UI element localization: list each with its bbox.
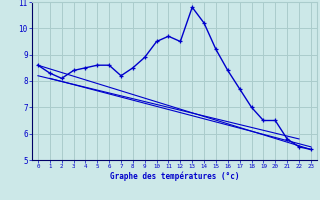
X-axis label: Graphe des températures (°c): Graphe des températures (°c) [110,172,239,181]
